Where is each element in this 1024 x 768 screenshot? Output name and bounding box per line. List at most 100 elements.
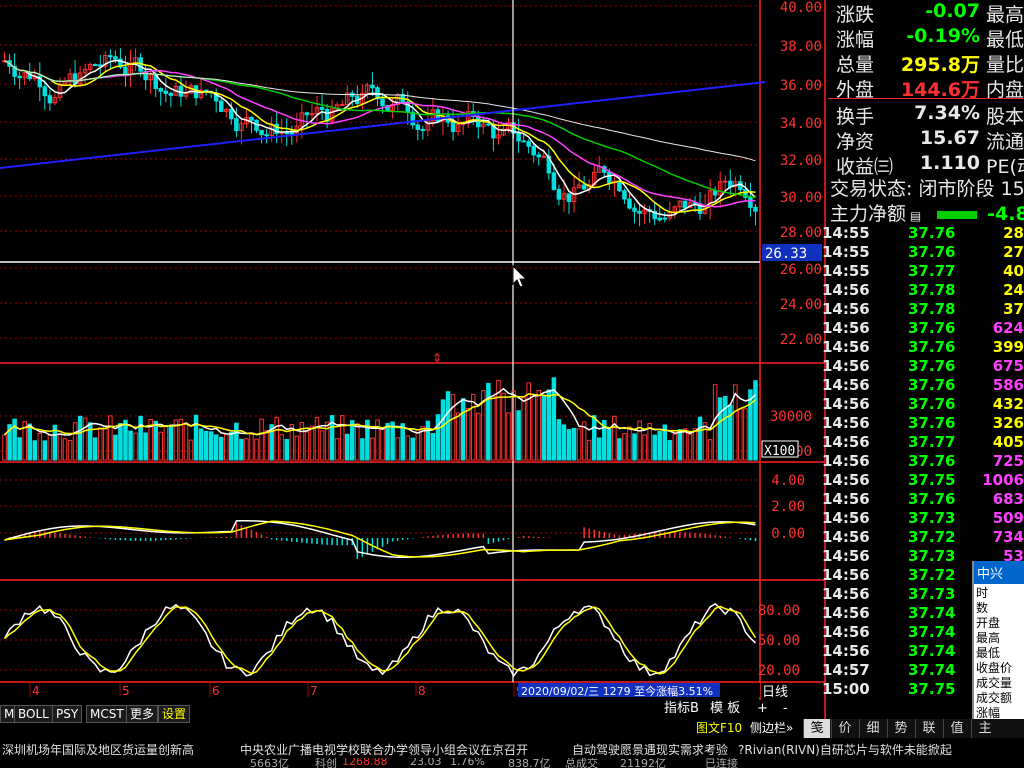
info-row: 涨幅 -0.19% 最低: [828, 25, 1024, 51]
volume-bar: [440, 399, 446, 461]
tick-time: 14:56: [822, 490, 870, 508]
side-tab[interactable]: 价: [831, 719, 858, 738]
volume-bar: [52, 424, 58, 461]
tick-price: 37.76: [908, 357, 956, 375]
macd-dea-line: [4, 520, 756, 558]
volume-bar: [481, 390, 486, 461]
side-tab[interactable]: 值: [943, 719, 970, 738]
sidebar-toggle[interactable]: 侧边栏»: [750, 721, 794, 735]
indicator-tab[interactable]: PSY: [52, 705, 83, 723]
volume-bar: [516, 410, 521, 461]
toolbar-item[interactable]: -: [783, 701, 788, 716]
volume-bar: [329, 415, 335, 461]
candle-body: [607, 171, 612, 184]
candle-body: [229, 108, 234, 120]
crosshair-value: 26.33: [765, 246, 807, 262]
indicator-tab[interactable]: MCST: [86, 705, 128, 723]
candle-body: [239, 123, 244, 132]
indicator-tab[interactable]: BOLL: [14, 705, 53, 723]
tick-price: 37.74: [908, 623, 956, 641]
tick-price: 37.73: [908, 585, 956, 603]
volume-bar: [254, 438, 259, 461]
volume-bar: [92, 437, 98, 461]
candle-body: [158, 88, 164, 92]
candle-body: [87, 64, 93, 70]
candle-body: [455, 124, 461, 133]
candle-body: [108, 55, 113, 58]
tick-row: 14:55 37.76 28: [822, 224, 1024, 243]
macd-dif-line: [4, 520, 756, 559]
tick-list[interactable]: 14:55 37.76 28 14:55 37.76 27 14:55 37.77 40 14:5…: [822, 224, 1024, 704]
candle-body: [37, 75, 43, 88]
tick-time: 14:56: [822, 547, 870, 565]
volume-bar: [360, 438, 365, 461]
volume-bar: [501, 392, 506, 461]
candle-body: [92, 64, 98, 67]
indicator-tab[interactable]: M: [0, 705, 19, 723]
info-label-secondary: 量比: [986, 54, 1024, 76]
volume-bar: [168, 426, 174, 461]
kdj-d-line: [3, 605, 757, 675]
candle-body: [47, 95, 53, 104]
toolbar-item[interactable]: +: [757, 701, 768, 716]
volume-tick-label: 30000: [770, 409, 812, 425]
candle-body: [148, 74, 153, 81]
summary-item: 已连接: [705, 758, 738, 768]
side-tab[interactable]: 笺: [803, 719, 830, 738]
candle-body: [430, 109, 436, 122]
candle-body: [753, 206, 758, 212]
volume-bar: [138, 415, 143, 461]
side-tab[interactable]: 势: [887, 719, 914, 738]
news-item[interactable]: 自动驾驶愿景遇现实需求考验: [572, 743, 729, 757]
tick-row: 14:56 37.78 24: [822, 281, 1024, 300]
toolbar-item[interactable]: 指标B: [664, 701, 699, 716]
side-tab[interactable]: 联: [915, 719, 942, 738]
volume-bar: [47, 434, 53, 461]
info-divider: [828, 98, 1024, 99]
candle-body: [143, 70, 148, 81]
ma20-line: [4, 60, 756, 208]
tick-row: 14:56 37.75 1006: [822, 471, 1024, 490]
candle-body: [642, 209, 647, 214]
volume-bar: [380, 428, 385, 461]
volume-bar: [103, 425, 108, 461]
indicator-tab[interactable]: 更多: [126, 705, 159, 723]
volume-bar: [733, 384, 738, 461]
tick-row: 14:56 37.76 624: [822, 319, 1024, 338]
news-ticker[interactable]: 深圳机场年国际及地区货运量创新高 中央农业广播电视学校联合办学领导小组会议在京召开…: [0, 738, 1024, 760]
tick-volume: 24: [1003, 281, 1024, 299]
volume-bar: [460, 398, 466, 461]
volume-bar: [652, 434, 657, 461]
list-icon[interactable]: ▤: [906, 209, 922, 223]
volume-bar: [521, 397, 526, 461]
candle-body: [163, 90, 169, 94]
volume-bar: [17, 437, 22, 461]
candle-body: [329, 108, 335, 122]
info-label-secondary: PE(动): [986, 156, 1024, 178]
tick-row: 14:55 37.77 40: [822, 262, 1024, 281]
volume-bar: [113, 434, 118, 461]
price-tick-label: 34.00: [780, 116, 822, 132]
volume-bar: [294, 435, 300, 461]
popup-item: 时: [976, 586, 989, 599]
news-item[interactable]: 深圳机场年国际及地区货运量创新高: [2, 743, 195, 757]
f10-link[interactable]: 图文F10: [696, 721, 743, 735]
news-item[interactable]: 中央农业广播电视学校联合办学领导小组会议在京召开: [240, 743, 529, 757]
toolbar-item[interactable]: 模 板: [710, 701, 740, 716]
ma120-line: [4, 60, 756, 162]
volume-bar: [617, 438, 622, 461]
volume-bar: [334, 438, 340, 461]
news-item[interactable]: ?Rivian(RIVN)自研芯片与软件未能掀起: [738, 743, 952, 757]
info-label: 涨跌: [836, 4, 875, 26]
volume-bar: [607, 428, 612, 461]
volume-bar: [229, 431, 234, 461]
info-popup[interactable]: 中兴 时数开盘最高最低收盘价成交量成交额涨幅振幅换手率流通股: [972, 561, 1024, 764]
price-tick-label: 26.00: [780, 262, 822, 278]
indicator-tab[interactable]: 设置: [158, 705, 191, 723]
volume-bar: [571, 427, 577, 461]
info-value: -0.19%: [906, 25, 980, 47]
side-tab[interactable]: 主: [971, 719, 998, 738]
volume-bar: [420, 426, 426, 461]
side-tab[interactable]: 细: [859, 719, 886, 738]
